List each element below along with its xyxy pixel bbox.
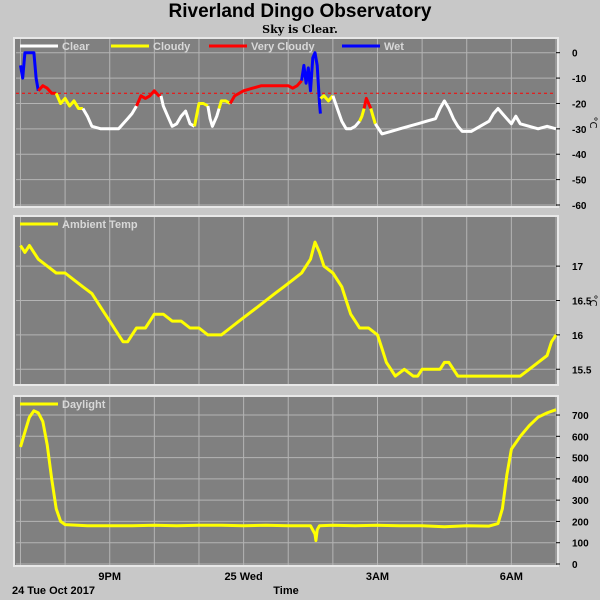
y-tick-label: -60 [572, 201, 587, 212]
legend-label: Clear [62, 41, 90, 53]
y-tick-label: 600 [572, 432, 589, 443]
legend-label: Cloudy [153, 41, 191, 53]
chart-panel-daylight: 0 100 200 300 400 500 600 700 Daylight [13, 395, 589, 571]
y-tick-label: -40 [572, 150, 587, 161]
series-line-cloudy [358, 108, 366, 122]
y-axis-unit: °C [587, 295, 598, 307]
y-tick-label: 17 [572, 262, 584, 273]
y-tick-label: 400 [572, 475, 589, 486]
legend-label: Wet [384, 41, 404, 53]
y-tick-label: 0 [572, 49, 578, 60]
legend-label: Daylight [62, 399, 106, 411]
date-label: 24 Tue Oct 2017 [12, 585, 95, 597]
series-line-cloudy [319, 94, 335, 103]
y-tick-label: -20 [572, 99, 587, 110]
legend-label: Very Cloudy [251, 41, 315, 53]
series-line [19, 240, 558, 378]
y-tick-label: 500 [572, 454, 589, 465]
series-line-cloudy [193, 102, 209, 127]
y-tick-label: -50 [572, 176, 587, 187]
x-axis-label: Time [273, 585, 298, 597]
y-axis-unit: °C [587, 117, 598, 129]
series-line-very_cloudy [362, 96, 373, 110]
panel-background [13, 37, 559, 208]
series-line-very_cloudy [228, 79, 303, 105]
series-line-wet [19, 51, 40, 92]
series-line-cloudy [54, 92, 83, 110]
y-tick-label: 200 [572, 517, 589, 528]
series-line [19, 408, 557, 543]
y-tick-label: 100 [572, 539, 589, 550]
chart-panel-ambient-temperature: 15.5 16 16.5 17 °C Ambient Temp [13, 215, 598, 386]
series-line-clear [81, 105, 138, 131]
series-line-clear [159, 95, 196, 128]
x-tick-label: 3AM [366, 571, 389, 583]
y-tick-label: 16 [572, 331, 584, 342]
series-line-clear [206, 105, 221, 128]
x-tick-label: 9PM [98, 571, 121, 583]
series-line-very_cloudy [37, 84, 57, 95]
series-line-clear [331, 95, 361, 131]
y-tick-label: 700 [572, 411, 589, 422]
series-line-cloudy [217, 99, 231, 109]
series-line-clear [374, 99, 557, 136]
x-tick-label: 6AM [500, 571, 523, 583]
series-line-cloudy [369, 108, 377, 125]
y-tick-label: 300 [572, 496, 589, 507]
y-tick-label: 15.5 [572, 365, 592, 376]
series-line-very_cloudy [135, 89, 161, 107]
panel-background [13, 395, 559, 567]
chart-panel-sky-temperature: 0 -10 -20 -30 -40 -50 -60 °C Clear Cloudy Very Clo… [13, 37, 598, 212]
y-tick-label: 0 [572, 560, 578, 571]
page-title: Riverland Dingo Observatory [168, 1, 432, 22]
y-tick-label: 16.5 [572, 297, 592, 308]
legend-label: Ambient Temp [62, 219, 138, 231]
series-line-wet [300, 51, 322, 114]
sky-status: Sky is Clear. [262, 23, 338, 36]
y-tick-label: -10 [572, 74, 587, 85]
y-tick-label: -30 [572, 125, 587, 136]
x-tick-label: 25 Wed [224, 571, 262, 583]
